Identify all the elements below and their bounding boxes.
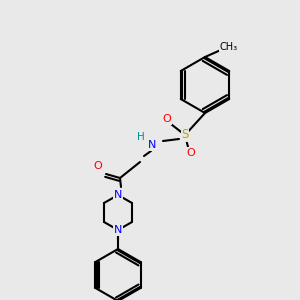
Text: O: O xyxy=(187,148,195,158)
Text: O: O xyxy=(94,161,102,171)
Text: N: N xyxy=(114,190,122,200)
Text: CH₃: CH₃ xyxy=(220,42,238,52)
Text: O: O xyxy=(163,114,171,124)
Text: H: H xyxy=(137,132,145,142)
Text: N: N xyxy=(114,225,122,235)
Text: N: N xyxy=(148,140,156,150)
Text: S: S xyxy=(181,128,189,142)
